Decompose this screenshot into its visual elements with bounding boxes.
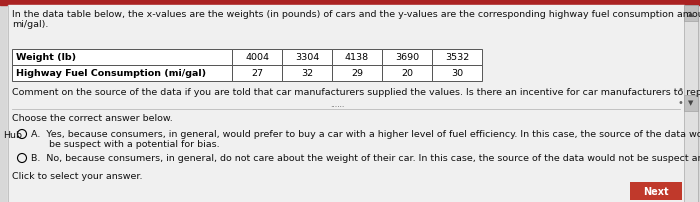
Bar [630, 182, 682, 200]
Text: A.  Yes, because consumers, in general, would prefer to buy a car with a higher : A. Yes, because consumers, in general, w… [31, 129, 700, 138]
Bar [232, 66, 282, 82]
Text: In the data table below, the x-values are the weights (in pounds) of cars and th: In the data table below, the x-values ar… [12, 10, 700, 19]
Text: 3532: 3532 [445, 53, 469, 62]
Bar [684, 6, 698, 22]
Bar [382, 50, 432, 66]
Text: mi/gal).: mi/gal). [12, 20, 48, 29]
Bar [232, 50, 282, 66]
Bar [332, 50, 382, 66]
Bar [282, 50, 332, 66]
Text: be suspect with a potential for bias.: be suspect with a potential for bias. [31, 139, 220, 148]
Text: •: • [677, 85, 683, 95]
Bar [684, 95, 698, 111]
Text: Next: Next [643, 186, 668, 196]
Text: 20: 20 [401, 69, 413, 78]
Text: 32: 32 [301, 69, 313, 78]
Text: Choose the correct answer below.: Choose the correct answer below. [12, 114, 173, 122]
Text: Comment on the source of the data if you are told that car manufacturers supplie: Comment on the source of the data if you… [12, 87, 700, 97]
Text: Weight (lb): Weight (lb) [16, 53, 76, 62]
Text: 27: 27 [251, 69, 263, 78]
Bar [432, 50, 482, 66]
Bar [332, 66, 382, 82]
Bar [684, 6, 698, 202]
Bar [12, 66, 232, 82]
Text: B.  No, because consumers, in general, do not care about the weight of their car: B. No, because consumers, in general, do… [31, 153, 700, 162]
Bar [12, 50, 232, 66]
Text: Highway Fuel Consumption (mi/gal): Highway Fuel Consumption (mi/gal) [16, 69, 206, 78]
Text: ......: ...... [330, 100, 344, 108]
Text: Click to select your answer.: Click to select your answer. [12, 171, 143, 180]
Text: 4138: 4138 [345, 53, 369, 62]
Bar [382, 66, 432, 82]
Bar [282, 66, 332, 82]
Text: •: • [677, 98, 683, 108]
Bar [432, 66, 482, 82]
Text: 3690: 3690 [395, 53, 419, 62]
Text: 29: 29 [351, 69, 363, 78]
Text: 30: 30 [451, 69, 463, 78]
Bar [0, 0, 700, 6]
Text: ▲: ▲ [688, 11, 694, 17]
Text: Hub: Hub [3, 130, 22, 139]
Text: 4004: 4004 [245, 53, 269, 62]
Text: 3304: 3304 [295, 53, 319, 62]
Text: ▼: ▼ [688, 100, 694, 106]
